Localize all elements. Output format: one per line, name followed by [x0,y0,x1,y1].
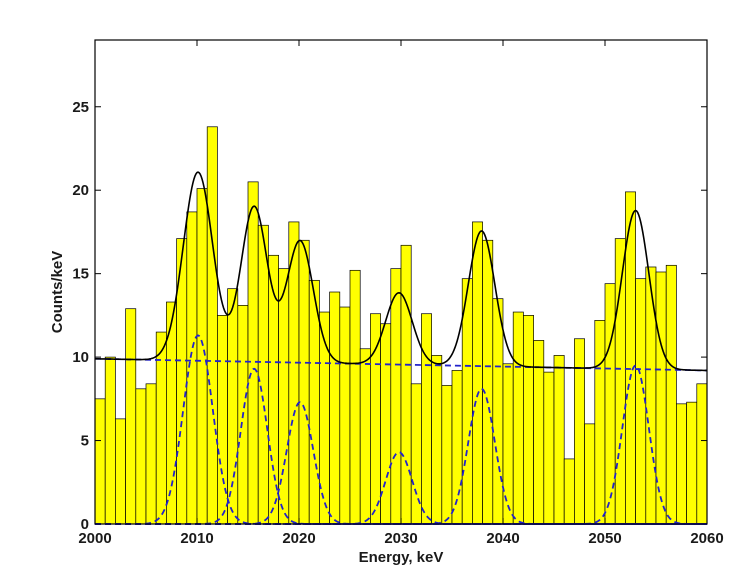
histogram-bar [278,268,290,525]
y-tick-label: 25 [72,99,89,116]
x-tick-label: 2040 [486,530,519,547]
histogram-bar [104,356,116,525]
x-tick-label: 2010 [180,530,213,547]
histogram-bar [676,403,687,525]
histogram-bar [145,383,157,525]
x-tick-label: 2060 [690,530,723,547]
histogram-bar [523,315,534,525]
y-tick-label: 0 [81,516,89,533]
histogram-bars [94,126,708,525]
histogram-bar [247,181,259,525]
histogram-bar [431,355,443,525]
x-axis-ticks: 2000 2010 2020 2030 2040 2050 2060 [78,40,724,547]
histogram-bar [614,238,626,525]
x-axis-title: Energy, keV [359,549,444,566]
histogram-bar [594,320,606,525]
histogram-bar [319,311,330,525]
histogram-bar [665,264,677,525]
histogram-bar [257,224,269,525]
x-tick-label: 2030 [384,530,417,547]
histogram-bar [645,266,657,525]
histogram-bar [492,298,504,525]
histogram-bar [370,313,381,525]
histogram-bar [563,458,575,525]
histogram-bar [441,385,453,525]
y-tick-label: 10 [72,349,89,366]
histogram-bar [472,221,483,525]
total-fit-curve [94,171,708,372]
histogram-bar [359,348,371,525]
histogram-bar [400,244,412,525]
histogram-bar [196,188,208,525]
histogram-bar [298,239,310,525]
x-tick-label: 2050 [588,530,621,547]
histogram-bar [512,311,524,525]
histogram-bar [584,423,596,525]
histogram-bar [696,383,708,525]
histogram-bar [421,313,432,525]
histogram-bar [227,288,239,525]
histogram-bar [502,363,514,525]
histogram-bar [543,371,555,525]
background-dashed-line [94,357,708,372]
histogram-bar [125,308,137,525]
histogram-bar [339,306,351,525]
histogram-bar [553,355,565,525]
y-tick-label: 20 [72,182,89,199]
histogram-bar [349,269,361,525]
histogram-bar [686,401,698,525]
histogram-bar [115,418,126,525]
histogram-bar [186,211,198,525]
x-tick-label: 2000 [78,530,111,547]
histogram-bar [574,338,585,525]
x-tick-label: 2020 [282,530,315,547]
histogram-bar [482,239,494,525]
histogram-bar [206,126,218,525]
histogram-bar [390,268,402,525]
y-tick-label: 15 [72,266,89,283]
histogram-bar [329,291,341,525]
y-tick-label: 5 [81,433,89,450]
y-axis-ticks: 0 5 10 15 20 25 [72,99,707,533]
histogram-bar [655,271,667,525]
y-axis-title: Counts/keV [49,251,66,334]
histogram-bar [94,398,106,525]
histogram-bar [135,388,147,525]
histogram-bar [268,254,279,525]
